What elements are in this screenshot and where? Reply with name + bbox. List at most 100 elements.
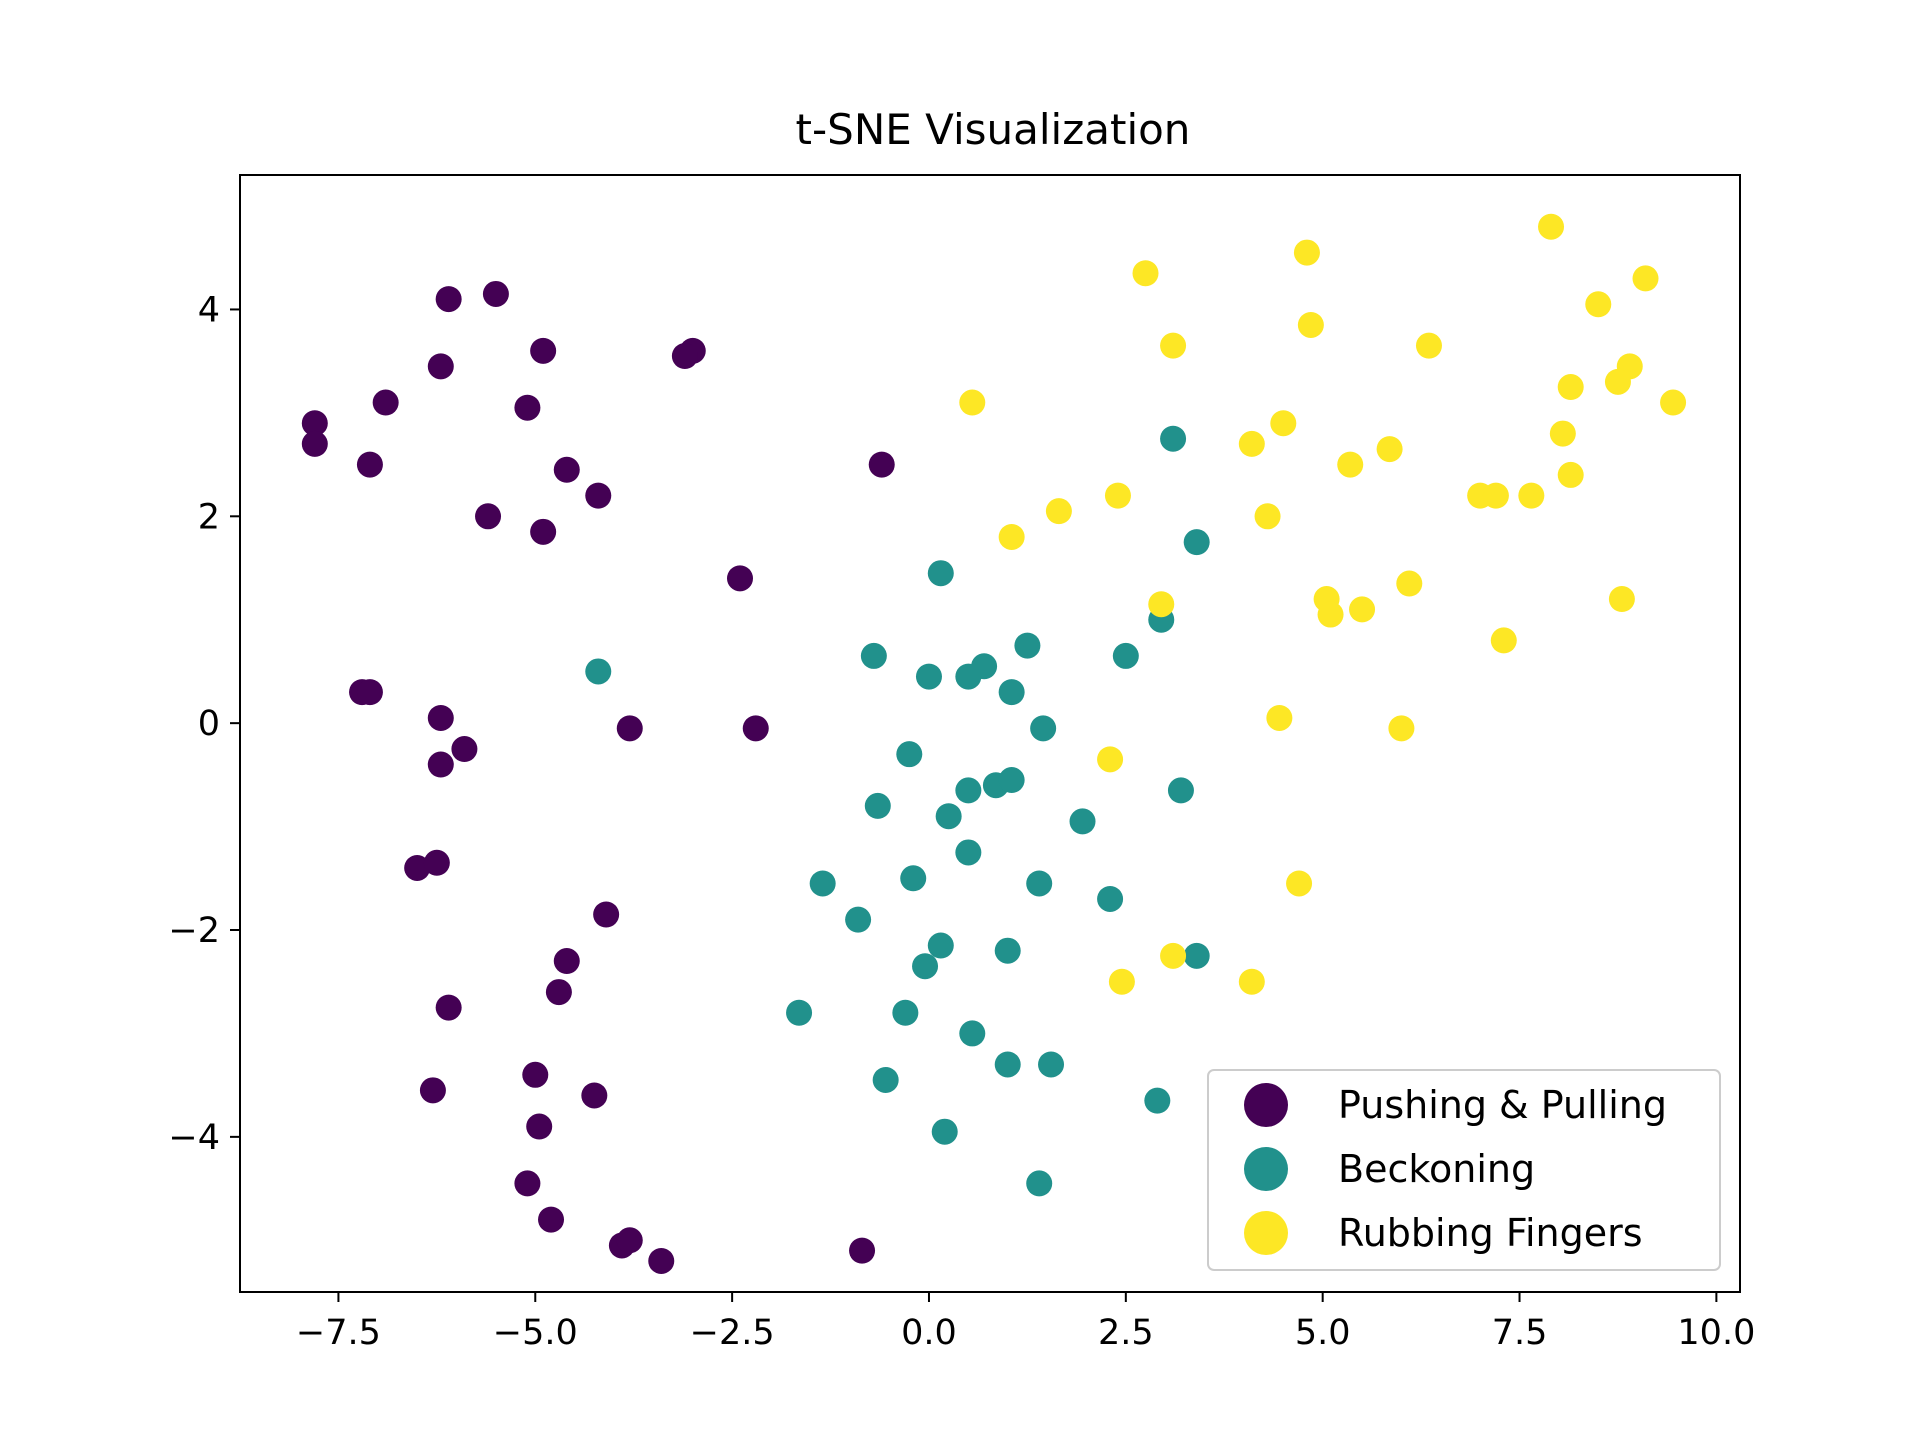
series-2 [959, 213, 1687, 995]
data-point [1026, 870, 1053, 897]
data-point [553, 456, 580, 483]
data-point [1097, 746, 1124, 773]
data-point [959, 389, 986, 416]
data-point [1660, 389, 1687, 416]
data-point [482, 280, 509, 307]
data-point [1238, 430, 1265, 457]
legend-item: Beckoning [1244, 1147, 1535, 1191]
y-tick-label: −2 [168, 911, 220, 951]
data-point [1238, 968, 1265, 995]
data-point [1376, 436, 1403, 463]
data-point [427, 353, 454, 380]
x-tick-label: 0.0 [901, 1313, 957, 1353]
data-point [585, 482, 612, 509]
y-tick-label: 4 [198, 290, 220, 330]
data-point [1183, 529, 1210, 556]
data-point [435, 994, 462, 1021]
x-tick-label: 5.0 [1295, 1313, 1351, 1353]
data-point [1183, 942, 1210, 969]
data-point [514, 1170, 541, 1197]
data-point [849, 1237, 876, 1264]
data-point [1266, 704, 1293, 731]
data-point [1108, 968, 1135, 995]
data-point [301, 430, 328, 457]
data-point [868, 451, 895, 478]
data-point [912, 953, 939, 980]
data-point [959, 1020, 986, 1047]
data-point [1167, 777, 1194, 804]
legend-label: Beckoning [1338, 1147, 1535, 1191]
data-point [927, 932, 954, 959]
data-point [1604, 368, 1631, 395]
legend-label: Pushing & Pulling [1338, 1083, 1667, 1127]
data-point [1286, 870, 1313, 897]
data-point [1254, 503, 1281, 530]
data-point [1069, 808, 1096, 835]
data-point [553, 948, 580, 975]
data-point [475, 503, 502, 530]
x-tick-label: −7.5 [296, 1313, 381, 1353]
legend-label: Rubbing Fingers [1338, 1211, 1643, 1255]
data-point [423, 849, 450, 876]
data-point [1297, 311, 1324, 338]
data-point [301, 410, 328, 437]
data-point [526, 1113, 553, 1140]
chart-title: t-SNE Visualization [796, 105, 1191, 154]
data-point [1518, 482, 1545, 509]
data-point [372, 389, 399, 416]
data-point [955, 839, 982, 866]
x-tick-label: −2.5 [690, 1313, 775, 1353]
data-point [593, 901, 620, 928]
series-1 [585, 425, 1210, 1197]
data-point [860, 642, 887, 669]
legend-box [1207, 1069, 1721, 1271]
data-point [427, 704, 454, 731]
data-point [1132, 260, 1159, 287]
data-point [545, 979, 572, 1006]
data-point [1482, 482, 1509, 509]
data-point [1293, 239, 1320, 266]
data-point [845, 906, 872, 933]
legend-marker [1244, 1147, 1288, 1191]
data-point [1097, 885, 1124, 912]
data-point [1270, 410, 1297, 437]
data-point [1585, 291, 1612, 318]
data-point [522, 1061, 549, 1088]
data-point [864, 792, 891, 819]
data-point [1557, 461, 1584, 488]
y-tick-label: 2 [198, 497, 220, 537]
legend-item: Pushing & Pulling [1244, 1083, 1667, 1127]
data-point [585, 658, 612, 685]
y-tick-label: −4 [168, 1118, 220, 1158]
data-point [356, 451, 383, 478]
data-point [451, 736, 478, 763]
data-point [998, 767, 1025, 794]
data-point [1549, 420, 1576, 447]
data-point [786, 999, 813, 1026]
data-point [1104, 482, 1131, 509]
points-layer [301, 213, 1687, 1274]
data-point [1490, 627, 1517, 654]
data-point [404, 854, 431, 881]
x-tick-label: 10.0 [1677, 1313, 1755, 1353]
data-point [742, 715, 769, 742]
data-point [1608, 586, 1635, 613]
data-point [1317, 601, 1344, 628]
data-point [998, 679, 1025, 706]
data-point [1144, 1087, 1171, 1114]
data-point [1148, 591, 1175, 618]
data-point [1112, 642, 1139, 669]
data-point [1038, 1051, 1065, 1078]
data-point [900, 865, 927, 892]
data-point [671, 342, 698, 369]
data-point [809, 870, 836, 897]
data-point [514, 394, 541, 421]
data-point [648, 1247, 675, 1274]
data-point [530, 518, 557, 545]
data-point [530, 337, 557, 364]
data-point [1030, 715, 1057, 742]
data-point [998, 523, 1025, 550]
data-point [1160, 942, 1187, 969]
data-point [935, 803, 962, 830]
